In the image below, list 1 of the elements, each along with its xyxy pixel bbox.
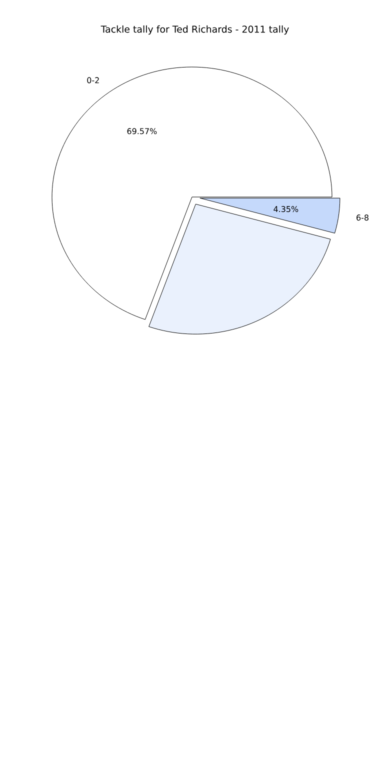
chart-title: Tackle tally for Ted Richards - 2011 tally xyxy=(100,25,289,35)
